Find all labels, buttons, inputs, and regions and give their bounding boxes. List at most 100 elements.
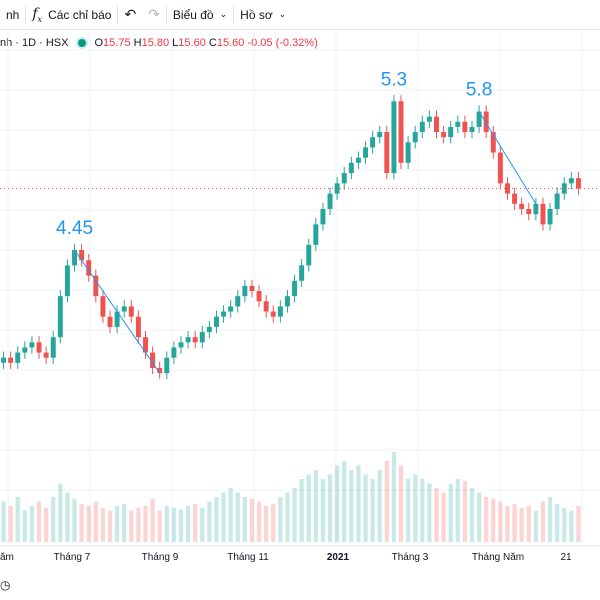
volume-bar [8,506,13,542]
redo-button[interactable]: ↷ [142,0,166,30]
candle-body [462,121,468,133]
candle-body [448,126,454,138]
candle-body [157,367,163,374]
candle-body [497,152,503,184]
change-value: -0.05 (-0.32%) [247,37,318,49]
volume-bar [214,497,219,542]
candle-body [455,121,461,127]
candle-body [50,337,56,358]
volume-bar [391,452,397,542]
volume-bar [576,506,581,542]
volume-bar [363,474,368,542]
candle-body [391,101,397,174]
volume-bar [242,497,247,542]
x-tick-label: Tháng 7 [54,552,91,563]
volume-bar [512,504,517,542]
candle-body [178,342,184,348]
volume-bar [114,506,120,542]
candle-body [164,357,170,374]
candle-body [8,357,14,363]
profile-menu-label: Hồ sơ [240,7,273,22]
volume-bar [65,492,70,542]
volume-bar [136,507,141,542]
volume-bar [15,497,20,542]
candle-body [22,347,28,353]
volume-bar [540,501,546,542]
toolbar-divider [165,5,167,24]
candle-body [72,250,78,266]
volume-bar [398,465,404,542]
indicators-button[interactable]: fx Các chỉ báo [26,0,117,30]
candle-body [398,101,404,163]
profile-menu-button[interactable]: Hồ sơ ⌄ [234,0,292,30]
volume-bar [306,474,311,542]
candle-body [100,296,106,317]
candle-body [469,126,475,133]
volume-bar [342,461,347,542]
volume-bar [547,497,553,542]
candle-body [519,203,525,209]
volume-bar [441,492,446,542]
candle-body [29,342,35,348]
x-tick-label: Tháng 9 [142,552,179,563]
volume-bar [86,506,91,542]
symbol-label: nh [6,7,20,22]
candle-body [206,326,212,333]
volume-bar [44,507,49,542]
candle-body [228,306,234,312]
candle-body [575,178,581,189]
volume-bar [51,497,56,542]
peak-annotation: 4.45 [56,218,93,239]
candle-body [434,116,439,133]
chevron-down-icon: ⌄ [219,9,228,19]
volume-bar [434,488,439,542]
candle-body [221,311,227,317]
volume-bar [221,492,226,542]
clock-icon[interactable]: ◷ [0,578,11,592]
candle-body [363,147,369,158]
volume-bar [356,465,361,542]
toolbar-divider [25,5,27,24]
high-value: 15.80 [141,37,170,49]
volume-bar [164,506,169,542]
candle-body [348,162,354,174]
volume-bar [327,474,333,542]
symbol-button[interactable]: nh [0,0,25,30]
toolbar-divider [117,5,119,24]
candle-body [292,280,298,297]
volume-bar [228,488,233,542]
candle-body [299,265,305,281]
candle-body [568,178,574,184]
chevron-down-icon: ⌄ [278,9,287,19]
candle-body [93,275,99,297]
candle-body [263,301,269,312]
volume-bar [129,510,134,542]
candle-body [64,265,70,297]
candle-body [526,208,532,215]
volume-bar [405,479,411,542]
candle-body [412,132,418,143]
candle-body [15,352,21,363]
volume-bar [100,507,106,542]
indicators-label: Các chỉ báo [48,7,112,22]
volume-bar [1,501,6,542]
volume-bar [498,501,503,542]
close-value: 15.60 [216,37,245,49]
candle-body [235,296,241,307]
volume-bar [72,498,77,542]
price-chart[interactable]: 4.45 5.3 5.8 ăm Tháng 7 Tháng 9 Tháng 11 2021 Th… [0,30,600,578]
volume-bar [36,501,42,542]
undo-icon: ↶ [124,6,137,22]
toolbar: nh fx Các chỉ báo ↶ ↷ Biểu đồ ⌄ Hồ sơ ⌄ [0,0,600,30]
undo-button[interactable]: ↶ [118,0,142,30]
volume-bar [185,506,191,542]
chart-menu-button[interactable]: Biểu đồ ⌄ [167,0,233,30]
redo-icon: ↷ [148,6,160,22]
candle-body [441,132,447,138]
volume-bar [157,510,162,542]
candle-body [192,337,198,343]
volume-bar [200,507,205,542]
candle-body [256,291,262,302]
volume-bar [264,506,269,542]
candle-body [547,208,553,225]
